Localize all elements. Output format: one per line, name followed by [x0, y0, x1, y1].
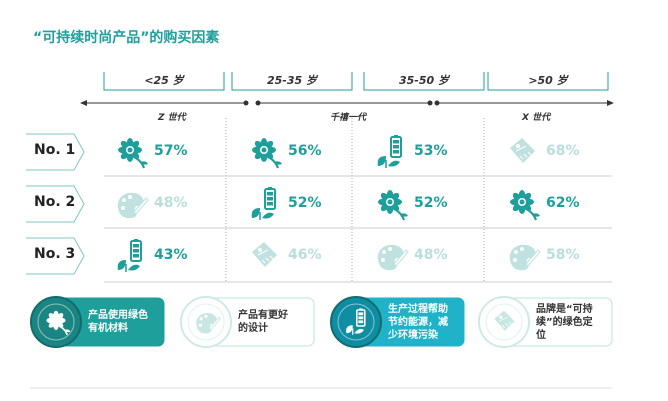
flower-icon [46, 310, 71, 336]
cell-value: 43% [154, 247, 188, 263]
palette-icon [196, 313, 221, 334]
palette-icon [117, 192, 149, 219]
battery-leaf-icon [346, 308, 366, 335]
legend-label-line: 产品有更好 [238, 310, 288, 321]
legend-label-line: 续”的绿色定 [536, 316, 593, 328]
age-tab-bracket [103, 72, 225, 91]
cell-value: 58% [546, 247, 580, 263]
palette-icon [509, 244, 541, 271]
palette-icon [377, 244, 409, 271]
page-title: “可持续时尚产品”的购买因素 [33, 30, 220, 46]
legend-icon-ring [37, 303, 75, 341]
flower-icon [118, 138, 148, 169]
flower-icon [510, 190, 540, 221]
cell-value: 68% [546, 143, 580, 159]
rank-label: No. 2 [34, 194, 76, 210]
axis-dot [427, 100, 433, 106]
rank-chevron [26, 185, 85, 223]
generation-label: X 世代 [522, 113, 551, 123]
age-group-label: 25-35 岁 [266, 74, 317, 87]
battery-leaf-icon [377, 135, 402, 168]
axis-dot [255, 100, 261, 106]
legend-label: 生产过程帮助 节约能源，减 少环境污染 [388, 303, 448, 342]
tag-icon [510, 138, 535, 163]
cell-value: 53% [414, 143, 448, 159]
legend-label-line: 产品使用绿色 [88, 310, 148, 321]
arrow-left-icon [80, 100, 87, 106]
generation-label: 千禧一代 [330, 113, 367, 123]
age-group-label: <25 岁 [144, 74, 184, 87]
legend-label-line: 的设计 [238, 323, 268, 334]
age-group-label: 35-50 岁 [398, 74, 449, 87]
legend-label-line: 少环境污染 [388, 329, 438, 341]
battery-leaf-icon [117, 239, 142, 272]
rank-label: No. 1 [34, 142, 76, 158]
age-tab-bracket [231, 72, 353, 91]
legend-label-line: 节约能源，减 [388, 316, 448, 328]
legend-label-line: 生产过程帮助 [388, 303, 448, 315]
age-tab-bracket [363, 72, 485, 91]
legend-label: 产品有更好 的设计 [238, 309, 288, 335]
cell-value: 52% [288, 195, 322, 211]
legend-label: 产品使用绿色 有机材料 [88, 309, 148, 335]
cell-value: 48% [154, 195, 188, 211]
axis-dot [243, 100, 249, 106]
cell-value: 52% [414, 195, 448, 211]
cell-value: 62% [546, 195, 580, 211]
cell-value: 48% [414, 247, 448, 263]
cell-value: 56% [288, 143, 322, 159]
legend-icon-ring [187, 303, 225, 341]
rank-chevron [26, 237, 85, 275]
rank-chevron [26, 133, 85, 171]
tag-icon [252, 242, 277, 267]
rank-label: No. 3 [34, 246, 76, 262]
legend-label-line: 品牌是“可持 [536, 303, 593, 315]
age-group-label: >50 岁 [528, 74, 568, 87]
axis-dot [434, 100, 440, 106]
cell-value: 57% [154, 143, 188, 159]
legend-icon-ring [337, 303, 375, 341]
legend-label-line: 位 [536, 329, 546, 341]
legend-icon-ring [485, 303, 523, 341]
arrow-right-icon [607, 100, 614, 106]
flower-icon [378, 190, 408, 221]
cell-value: 46% [288, 247, 322, 263]
flower-icon [252, 138, 282, 169]
tag-icon [494, 310, 515, 331]
legend-label-line: 有机材料 [88, 323, 128, 334]
generation-label: Z 世代 [158, 113, 186, 123]
battery-leaf-icon [251, 187, 276, 220]
age-tab-bracket [487, 72, 609, 91]
legend-label: 品牌是“可持 续”的绿色定位 [536, 303, 593, 342]
